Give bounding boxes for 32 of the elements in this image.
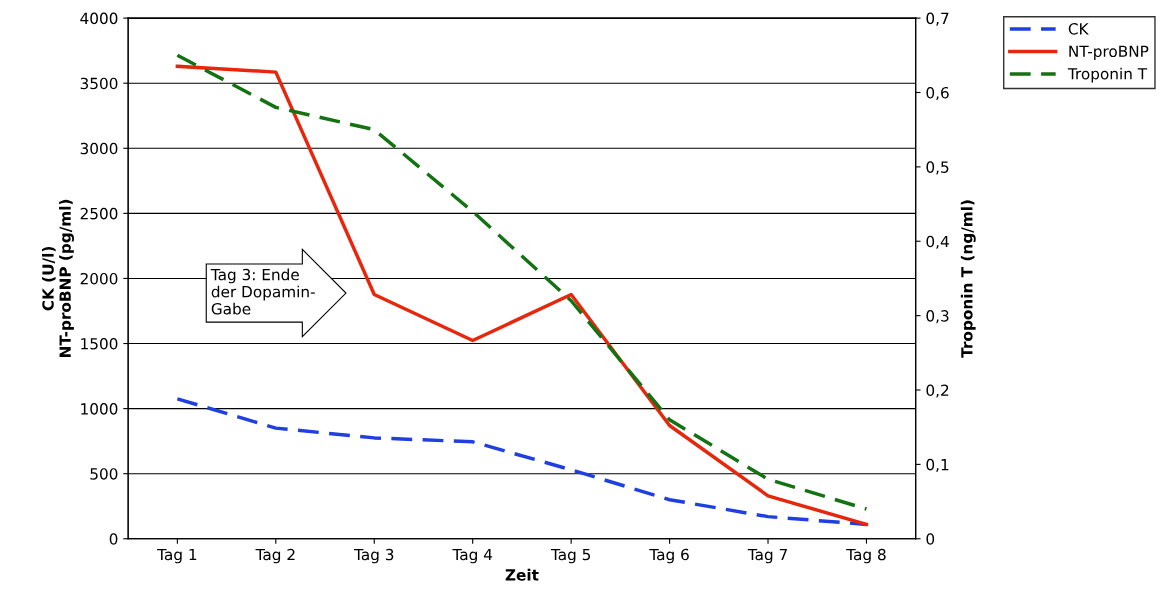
y2-tick-label: 0,2 bbox=[926, 384, 949, 398]
y2-tick-label: 0,7 bbox=[926, 12, 949, 26]
y2-axis-title: Troponin T (ng/ml) bbox=[960, 200, 976, 358]
x-tick-label: Tag 1 bbox=[157, 548, 197, 564]
x-tick-label: Tag 4 bbox=[452, 548, 493, 564]
y-tick-label: 2000 bbox=[80, 272, 118, 285]
x-axis-title: Zeit bbox=[505, 568, 539, 581]
y-tick-label: 1000 bbox=[81, 403, 118, 415]
x-tick-label: Tag 3 bbox=[353, 548, 394, 564]
x-tick-label: Tag 6 bbox=[649, 548, 689, 564]
y2-tick-label: 0,3 bbox=[926, 310, 949, 324]
x-tick-label: Tag 7 bbox=[747, 548, 787, 564]
x-tick-label: Tag 2 bbox=[255, 548, 295, 564]
y2-tick-label: 0,1 bbox=[926, 458, 949, 472]
y2-tick-label: 0,4 bbox=[926, 235, 949, 249]
legend-label: Troponin T bbox=[1067, 67, 1148, 83]
legend-label: NT-proBNP bbox=[1069, 45, 1149, 61]
x-tick-label: Tag 5 bbox=[550, 548, 591, 564]
x-tick-label: Tag 8 bbox=[846, 548, 886, 564]
y-tick-label: 0 bbox=[109, 533, 118, 545]
y-tick-label: 2500 bbox=[80, 207, 118, 220]
y2-tick-label: 0,6 bbox=[926, 86, 949, 101]
y2-tick-label: 0,5 bbox=[926, 161, 949, 175]
annotation: Tag 3: Ende der Dopamin- Gabe bbox=[210, 268, 315, 315]
legend-label: CK bbox=[1068, 23, 1089, 35]
y2-tick-label: 0 bbox=[926, 533, 935, 545]
y-axis-title: CK (U/l) NT-proBNP (pg/ml) bbox=[41, 199, 74, 357]
y-tick-label: 500 bbox=[90, 468, 118, 480]
y-tick-label: 1500 bbox=[81, 337, 118, 350]
y-tick-label: 3000 bbox=[80, 142, 118, 155]
y-tick-label: 4000 bbox=[80, 12, 118, 25]
y-tick-label: 3500 bbox=[80, 77, 118, 90]
